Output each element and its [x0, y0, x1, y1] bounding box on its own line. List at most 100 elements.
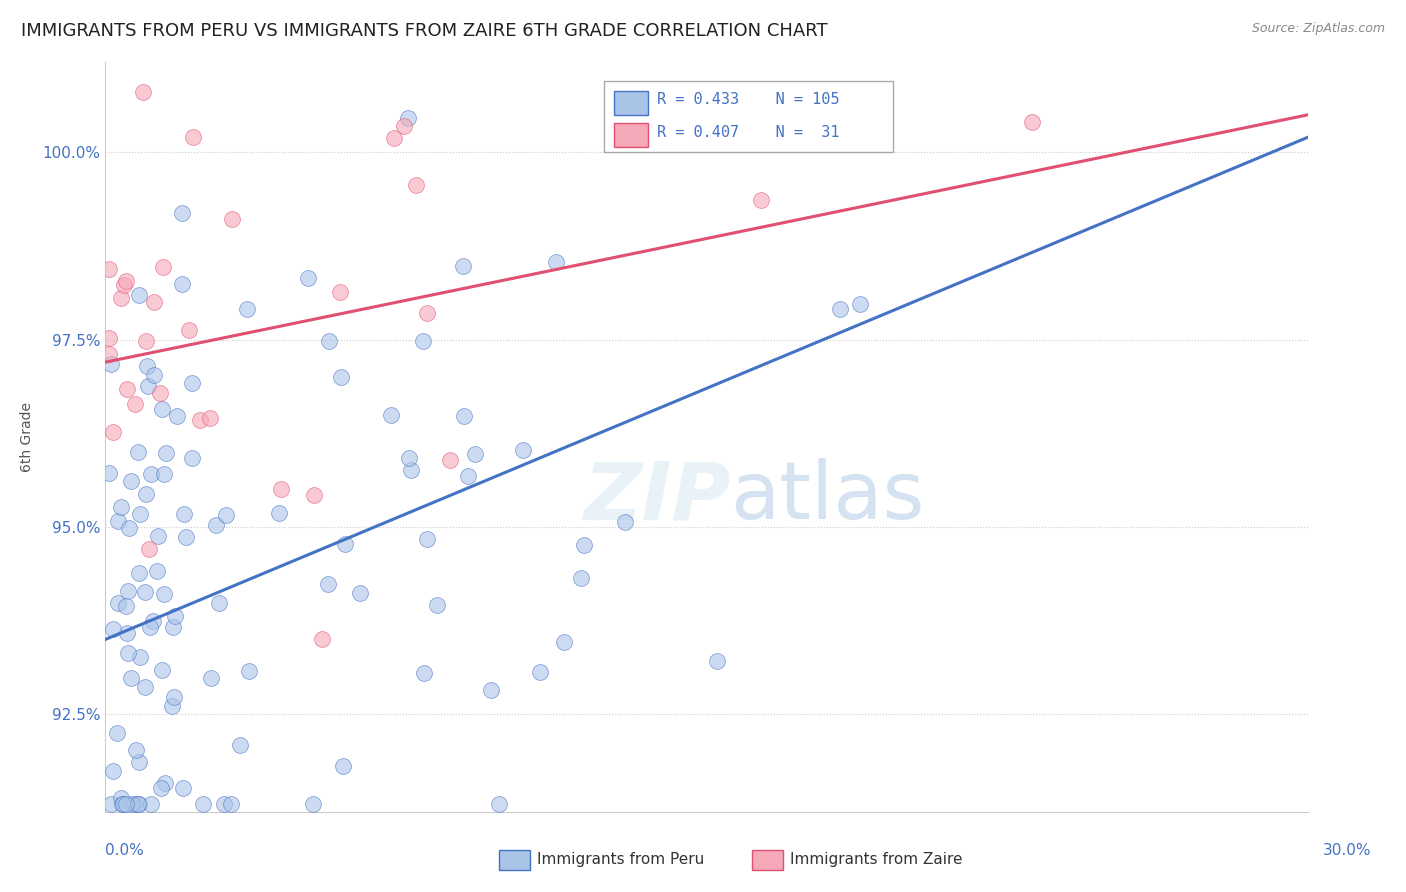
Point: [188, 413, 211, 427]
Point: [111, 797, 134, 812]
Point: [416, 532, 439, 546]
Point: [302, 797, 325, 812]
Point: [399, 463, 422, 477]
Point: [174, 529, 197, 543]
Point: [115, 382, 138, 396]
Point: [155, 776, 177, 790]
Point: [172, 781, 194, 796]
Point: [128, 566, 150, 581]
Point: [706, 654, 728, 668]
Point: [439, 453, 461, 467]
Point: [166, 409, 188, 424]
Point: [135, 334, 157, 348]
Point: [162, 620, 184, 634]
Point: [238, 664, 260, 678]
Point: [332, 759, 354, 773]
Bar: [614, 123, 648, 147]
Point: [143, 295, 166, 310]
Point: [101, 425, 124, 439]
Point: [138, 541, 160, 556]
Point: [107, 514, 129, 528]
Point: [297, 270, 319, 285]
Point: [153, 587, 176, 601]
Point: [101, 622, 124, 636]
Point: [124, 797, 146, 812]
Point: [135, 487, 157, 501]
Point: [118, 521, 141, 535]
Point: [333, 537, 356, 551]
Point: [457, 468, 479, 483]
Point: [125, 743, 148, 757]
Point: [236, 302, 259, 317]
Point: [828, 302, 851, 317]
Point: [163, 690, 186, 705]
Point: [101, 764, 124, 779]
Point: [128, 756, 150, 770]
Point: [128, 797, 150, 812]
Point: [529, 665, 551, 680]
Point: [215, 508, 238, 522]
Point: [107, 596, 129, 610]
Text: Immigrants from Zaire: Immigrants from Zaire: [790, 853, 963, 867]
Point: [398, 450, 420, 465]
Point: [349, 586, 371, 600]
Point: [115, 599, 138, 614]
Point: [114, 797, 136, 812]
Point: [181, 450, 204, 465]
Point: [546, 254, 568, 268]
Point: [229, 738, 252, 752]
Point: [105, 726, 128, 740]
Text: 0.0%: 0.0%: [105, 843, 145, 858]
Point: [127, 797, 149, 812]
Point: [181, 376, 204, 391]
Point: [205, 518, 228, 533]
Point: [451, 259, 474, 273]
Point: [267, 506, 290, 520]
Point: [120, 671, 142, 685]
Point: [124, 397, 146, 411]
Point: [380, 408, 402, 422]
Point: [412, 334, 434, 348]
Point: [110, 791, 132, 805]
Point: [128, 649, 150, 664]
Point: [127, 445, 149, 459]
Point: [142, 614, 165, 628]
Point: [136, 359, 159, 373]
Point: [98, 466, 121, 480]
Point: [208, 596, 231, 610]
Point: [1021, 115, 1043, 129]
Point: [121, 797, 143, 812]
Point: [512, 443, 534, 458]
Point: [464, 447, 486, 461]
Point: [173, 507, 195, 521]
Point: [128, 288, 150, 302]
Point: [392, 119, 415, 133]
Point: [155, 446, 177, 460]
Point: [614, 515, 637, 529]
Point: [849, 297, 872, 311]
Point: [148, 528, 170, 542]
Point: [112, 278, 135, 293]
Point: [132, 86, 155, 100]
Point: [396, 111, 419, 125]
Point: [221, 211, 243, 226]
Point: [163, 608, 186, 623]
Point: [177, 323, 200, 337]
Point: [318, 334, 340, 349]
Point: [148, 385, 170, 400]
Point: [111, 797, 134, 812]
Point: [426, 599, 449, 613]
Point: [153, 467, 176, 482]
Point: [152, 260, 174, 274]
Point: [329, 285, 352, 299]
Point: [181, 129, 204, 144]
Point: [145, 564, 167, 578]
Point: [412, 665, 434, 680]
Point: [100, 357, 122, 371]
Point: [219, 797, 242, 812]
Point: [152, 402, 174, 417]
Text: ZIP: ZIP: [583, 458, 731, 536]
Text: Immigrants from Peru: Immigrants from Peru: [537, 853, 704, 867]
Point: [569, 571, 592, 585]
Text: atlas: atlas: [731, 458, 925, 536]
